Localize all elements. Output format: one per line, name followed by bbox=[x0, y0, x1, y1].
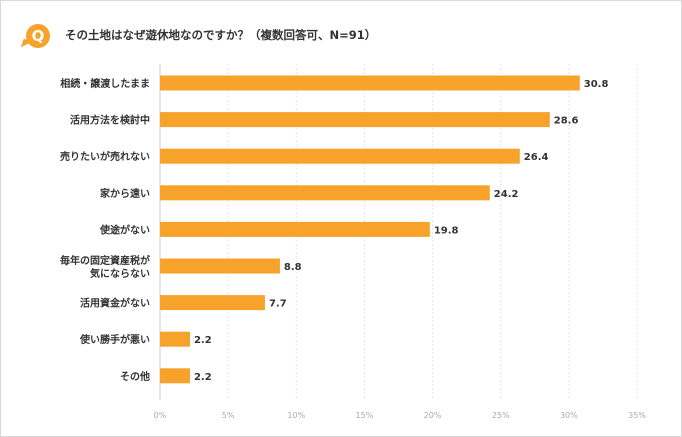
data-label: 2.2 bbox=[194, 372, 212, 383]
data-label: 24.2 bbox=[494, 189, 519, 200]
category-label-line: 毎年の固定資産税が bbox=[60, 254, 151, 267]
category-label: 毎年の固定資産税が気にならない bbox=[60, 254, 151, 280]
x-tick-label: 20% bbox=[424, 411, 442, 420]
bar-7 bbox=[160, 331, 190, 347]
bar-1 bbox=[160, 112, 550, 128]
category-label: 活用資金がない bbox=[80, 297, 150, 310]
bar-2 bbox=[160, 148, 520, 164]
bar-6 bbox=[160, 295, 265, 311]
category-label: その他 bbox=[120, 370, 150, 383]
question-badge: Q bbox=[26, 24, 50, 48]
bar-0 bbox=[160, 75, 580, 91]
bar-3 bbox=[160, 185, 490, 201]
data-label: 30.8 bbox=[584, 79, 609, 90]
bar-4 bbox=[160, 221, 430, 237]
chart-title: その土地はなぜ遊休地なのですか？（複数回答可、N=91） bbox=[65, 28, 377, 42]
category-label: 家から遠い bbox=[100, 187, 150, 200]
category-label: 使い勝手が悪い bbox=[79, 333, 150, 346]
data-label: 2.2 bbox=[194, 335, 212, 346]
x-tick-label: 15% bbox=[356, 411, 374, 420]
category-label: 活用方法を検討中 bbox=[70, 114, 150, 127]
x-tick-label: 0% bbox=[154, 411, 167, 420]
data-label: 8.8 bbox=[284, 262, 302, 273]
x-tick-label: 25% bbox=[492, 411, 510, 420]
category-label: 売りたいが売れない bbox=[60, 150, 150, 163]
x-tick-label: 10% bbox=[287, 411, 305, 420]
bar-8 bbox=[160, 368, 190, 384]
data-label: 26.4 bbox=[524, 152, 549, 163]
x-tick-label: 35% bbox=[628, 411, 646, 420]
category-label: 相続・譲渡したまま bbox=[60, 77, 150, 90]
x-tick-label: 30% bbox=[560, 411, 578, 420]
category-label-line: 気にならない bbox=[89, 267, 150, 280]
bar-5 bbox=[160, 258, 280, 274]
category-label: 使途がない bbox=[99, 223, 150, 236]
data-label: 19.8 bbox=[434, 225, 459, 236]
data-label: 28.6 bbox=[554, 116, 579, 127]
x-tick-label: 5% bbox=[222, 411, 235, 420]
data-label: 7.7 bbox=[269, 299, 287, 310]
